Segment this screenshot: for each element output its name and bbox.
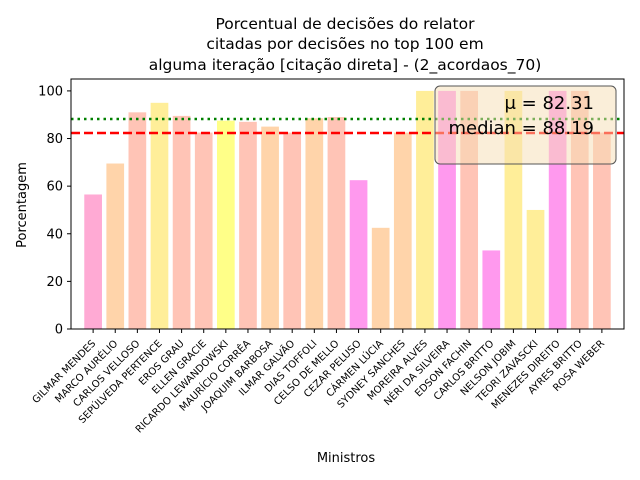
bar	[261, 126, 279, 330]
legend-mean: μ = 82.31	[504, 93, 594, 114]
bar	[194, 132, 213, 329]
legend-box	[434, 85, 617, 165]
y-tick-label: 100	[38, 84, 63, 99]
x-axis-label: Ministros	[317, 451, 376, 466]
bar	[283, 132, 302, 329]
title-line-2: citadas por decisões no top 100 em	[206, 35, 483, 53]
bar	[128, 112, 147, 329]
bar	[239, 121, 257, 329]
bar	[106, 163, 125, 329]
bar	[416, 90, 434, 330]
y-axis: 0 20 40 60 80 100	[38, 84, 71, 338]
bar	[526, 209, 545, 329]
bar	[305, 118, 324, 329]
bar-series	[84, 90, 611, 330]
legend: μ = 82.31 median = 88.19	[434, 85, 617, 165]
title-line-3: alguma iteração [citação direta] - (2_ac…	[149, 56, 542, 75]
bar	[84, 194, 102, 329]
y-tick-label: 20	[46, 275, 63, 290]
y-tick-label: 0	[55, 323, 63, 338]
bar	[216, 120, 235, 329]
bar	[150, 102, 169, 329]
bar	[393, 132, 412, 329]
y-axis-label: Porcentagem	[15, 162, 30, 248]
bar	[371, 227, 390, 329]
title-line-1: Porcentual de decisões do relator	[216, 15, 476, 33]
bar	[593, 132, 611, 329]
y-tick-label: 60	[46, 180, 63, 195]
bar	[349, 180, 368, 329]
bar	[172, 115, 191, 330]
y-tick-label: 40	[46, 227, 63, 242]
chart-title: Porcentual de decisões do relator citada…	[149, 15, 542, 75]
plot-frame	[70, 78, 625, 330]
legend-median: median = 88.19	[448, 118, 594, 139]
bar	[327, 117, 346, 329]
bar	[482, 250, 501, 329]
y-tick-label: 80	[46, 132, 63, 147]
